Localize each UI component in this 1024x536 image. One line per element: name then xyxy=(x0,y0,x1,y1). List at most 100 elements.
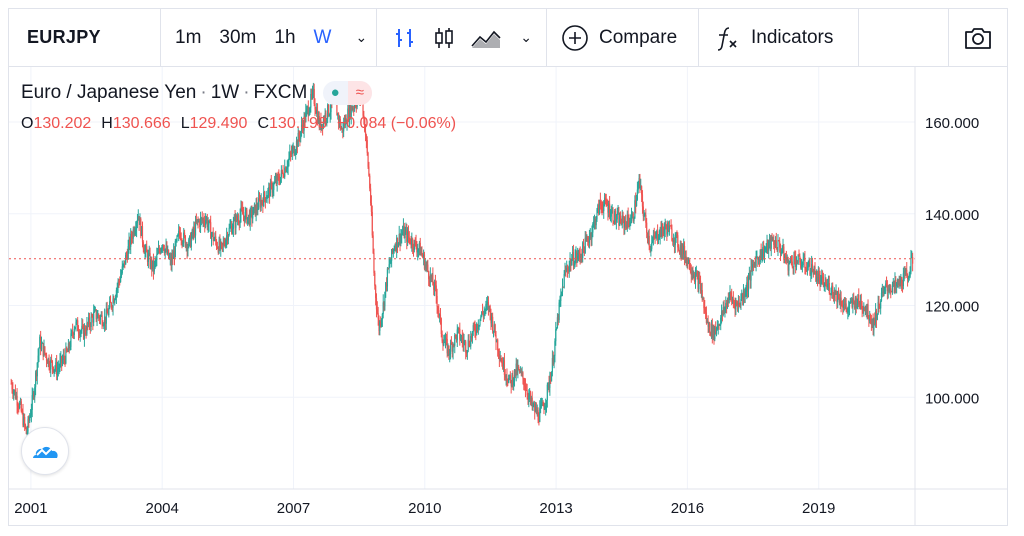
candle-body xyxy=(330,100,332,113)
candle-body xyxy=(368,166,370,176)
interval-30m[interactable]: 30m xyxy=(219,26,257,48)
candle-body xyxy=(912,257,914,264)
candle-body xyxy=(655,233,657,239)
candle-body xyxy=(875,311,877,324)
candle-body xyxy=(827,283,829,288)
candle-body xyxy=(210,234,213,239)
candle-body xyxy=(51,360,54,367)
candle-body xyxy=(508,374,511,379)
bars-style-icon[interactable] xyxy=(391,24,418,52)
candle-body xyxy=(853,302,856,309)
candle-body xyxy=(342,127,344,132)
candle-body xyxy=(136,219,139,223)
candle-body xyxy=(146,246,148,253)
candle-body xyxy=(685,256,687,264)
candle-body xyxy=(534,407,537,412)
candle-body xyxy=(710,332,712,336)
candle-body xyxy=(818,273,820,278)
candle-body xyxy=(258,198,260,210)
candle-body xyxy=(625,223,628,229)
candle-body xyxy=(285,168,288,172)
market-status-pill[interactable]: ● ≈ xyxy=(322,81,372,105)
candle-body xyxy=(111,307,113,309)
candle-body xyxy=(383,302,385,307)
interval-dropdown-icon[interactable]: ⌄ xyxy=(355,29,368,45)
symbol-search[interactable]: EURJPY xyxy=(9,9,161,66)
candle-body xyxy=(728,297,730,303)
candle-body xyxy=(752,264,755,266)
candle-body xyxy=(474,327,476,332)
candle-body xyxy=(541,402,543,405)
candle-body xyxy=(80,330,82,332)
candle-body xyxy=(475,331,477,333)
time-scale[interactable]: 2001 2004 2007 2010 2013 2016 2019 xyxy=(14,500,835,517)
candle-body xyxy=(776,248,778,251)
candle-body xyxy=(760,249,762,260)
candle-body xyxy=(355,106,357,108)
candle-body xyxy=(215,236,217,242)
candle-body xyxy=(130,233,132,247)
candle-body xyxy=(502,362,504,369)
candle-body xyxy=(490,312,492,324)
compare-button[interactable]: Compare xyxy=(547,9,699,66)
candle-body xyxy=(806,267,809,272)
candle-body xyxy=(886,286,888,292)
interval-1m[interactable]: 1m xyxy=(175,26,202,48)
candle-body xyxy=(792,266,794,268)
candle-body xyxy=(858,294,860,303)
candle-body xyxy=(37,355,39,363)
candle-body xyxy=(184,235,187,247)
candle-body xyxy=(92,317,94,323)
candle-body xyxy=(872,319,874,331)
area-style-icon[interactable] xyxy=(469,24,502,52)
candle-body xyxy=(559,300,561,303)
candle-body xyxy=(370,202,373,212)
candle-body xyxy=(224,244,226,246)
candle-body xyxy=(566,267,568,271)
candle-body xyxy=(671,228,673,241)
candle-body xyxy=(736,302,739,306)
candle-body xyxy=(569,260,571,266)
candle-body xyxy=(880,292,883,302)
candle-body xyxy=(723,307,725,312)
candle-body xyxy=(707,320,709,327)
candle-body xyxy=(581,256,583,258)
candle-body xyxy=(495,335,497,343)
chart-style-dropdown-icon[interactable]: ⌄ xyxy=(520,29,533,45)
candle-body xyxy=(689,269,692,272)
candle-body xyxy=(619,216,621,226)
indicators-button[interactable]: Indicators xyxy=(699,9,859,66)
candle-body xyxy=(438,310,440,315)
candle-body xyxy=(667,222,669,235)
candle-body xyxy=(29,416,31,421)
candle-body xyxy=(608,203,610,213)
candle-body xyxy=(603,204,605,212)
price-scale[interactable]: 100.000 120.000 140.000 160.000 xyxy=(925,115,979,407)
candles-style-icon[interactable] xyxy=(430,24,457,52)
candle-body xyxy=(484,309,486,312)
candle-body xyxy=(283,176,285,178)
open-label: O xyxy=(21,115,34,132)
candle-body xyxy=(341,127,343,130)
candle-body xyxy=(808,260,810,266)
candle-body xyxy=(790,257,793,262)
candle-body xyxy=(25,427,27,434)
candle-body xyxy=(236,216,238,221)
brand-logo[interactable] xyxy=(21,427,69,475)
candle-body xyxy=(789,261,791,264)
candle-body xyxy=(839,297,841,304)
candle-body xyxy=(796,261,798,264)
interval-w[interactable]: W xyxy=(313,26,332,48)
snapshot-button[interactable] xyxy=(949,9,1007,66)
candle-body xyxy=(149,253,151,267)
candle-body xyxy=(837,291,839,302)
candle-body xyxy=(65,347,67,364)
candle-body xyxy=(424,264,426,269)
candle-body xyxy=(492,330,495,332)
candle-body xyxy=(39,336,41,349)
candle-body xyxy=(625,221,627,224)
candle-body xyxy=(880,301,882,309)
candle-body xyxy=(61,356,63,363)
interval-1h[interactable]: 1h xyxy=(274,26,296,48)
